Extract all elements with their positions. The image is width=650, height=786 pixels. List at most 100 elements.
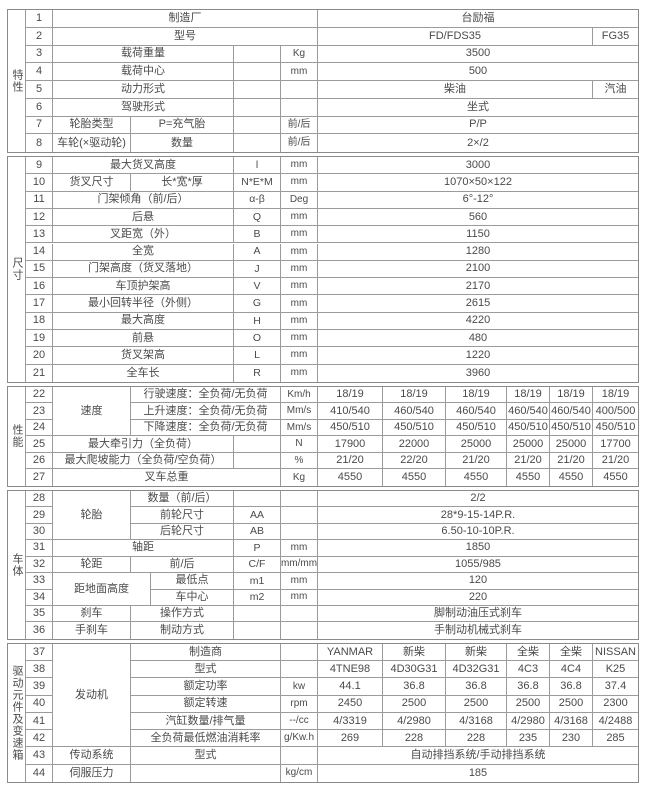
spec-value: 4550 bbox=[383, 469, 446, 486]
spec-value: 460/540 bbox=[507, 403, 550, 420]
spec-symbol bbox=[234, 436, 281, 453]
spec-value: 4/3319 bbox=[318, 712, 383, 731]
spec-unit: mm bbox=[281, 63, 318, 81]
spec-value: 2×/2 bbox=[318, 134, 638, 152]
spec-unit: 前/后 bbox=[281, 116, 318, 135]
spec-label: 驾驶形式 bbox=[53, 98, 234, 117]
spec-unit: mm bbox=[281, 312, 318, 330]
row-number: 1 bbox=[26, 10, 53, 28]
spec-value: 新柴 bbox=[446, 643, 507, 662]
spec-value: 1280 bbox=[318, 243, 638, 261]
spec-sublabel: 前/后 bbox=[131, 556, 234, 574]
spec-sublabel: 长*宽*厚 bbox=[131, 174, 234, 192]
row-number: 35 bbox=[26, 606, 53, 623]
spec-symbol: O bbox=[234, 330, 281, 348]
spec-value: 4/2488 bbox=[593, 712, 638, 731]
section-group-label: 性能 bbox=[8, 386, 26, 486]
spec-unit: mm bbox=[281, 589, 318, 607]
row-number: 20 bbox=[26, 347, 53, 365]
spec-value: 18/19 bbox=[383, 386, 446, 404]
spec-value: 2450 bbox=[318, 695, 383, 713]
spec-unit bbox=[281, 622, 318, 639]
spec-sublabel: 车中心 bbox=[151, 589, 234, 607]
row-number: 28 bbox=[26, 490, 53, 508]
row-number: 4 bbox=[26, 63, 53, 81]
row-number: 41 bbox=[26, 712, 53, 731]
spec-value: 18/19 bbox=[507, 386, 550, 404]
spec-symbol: J bbox=[234, 260, 281, 279]
spec-symbol: m1 bbox=[234, 573, 281, 590]
spec-symbol bbox=[234, 452, 281, 470]
spec-label: 最大高度 bbox=[53, 312, 234, 330]
section-texing: 特性 1 制造厂 台励福 2 型号 FD/FDS35 FG35 3 载荷重量 Kg 3500 4 载荷中心… bbox=[7, 9, 639, 153]
spec-symbol bbox=[234, 116, 281, 135]
spec-unit bbox=[281, 81, 318, 99]
row-number: 5 bbox=[26, 81, 53, 99]
spec-unit bbox=[281, 490, 318, 508]
spec-label: 最大牵引力（全负荷） bbox=[53, 436, 234, 453]
spec-label: 传动系统 bbox=[53, 747, 131, 765]
spec-sublabel: 制造商 bbox=[131, 643, 281, 662]
spec-value: FD/FDS35 bbox=[318, 27, 593, 46]
spec-value: 450/510 bbox=[507, 419, 550, 437]
spec-value: 4D32G31 bbox=[446, 661, 507, 679]
spec-value: 120 bbox=[318, 573, 638, 590]
section-qudong: 驱动元件及变速箱 37 发动机 制造商 YANMAR 新柴 新柴 全柴 全柴 NISSAN 38 型式… bbox=[7, 642, 639, 783]
spec-label: 后悬 bbox=[53, 208, 234, 227]
row-number: 36 bbox=[26, 622, 53, 639]
spec-value: 2500 bbox=[383, 695, 446, 713]
spec-symbol: Q bbox=[234, 208, 281, 227]
spec-sublabel: 前轮尺寸 bbox=[131, 507, 234, 524]
spec-symbol: N*E*M bbox=[234, 174, 281, 192]
spec-value: 4D30G31 bbox=[383, 661, 446, 679]
spec-value: 25000 bbox=[446, 436, 507, 453]
spec-unit bbox=[281, 606, 318, 623]
spec-sublabel: 制动方式 bbox=[131, 622, 234, 639]
spec-unit: --/cc bbox=[281, 712, 318, 731]
spec-value: 1850 bbox=[318, 540, 638, 557]
spec-value: 560 bbox=[318, 208, 638, 227]
spec-value: 2500 bbox=[507, 695, 550, 713]
spec-unit bbox=[281, 661, 318, 679]
spec-value: 2100 bbox=[318, 260, 638, 279]
spec-sublabel: 数量 bbox=[131, 134, 234, 152]
spec-value: 2615 bbox=[318, 295, 638, 313]
row-number: 22 bbox=[26, 386, 53, 404]
spec-label: 车轮(×驱动轮) bbox=[53, 134, 131, 152]
spec-value: 6.50-10-10P.R. bbox=[318, 523, 638, 541]
spec-value: 柴油 bbox=[318, 81, 593, 99]
spec-unit: % bbox=[281, 452, 318, 470]
spec-value: 36.8 bbox=[446, 678, 507, 696]
spec-value: 220 bbox=[318, 589, 638, 607]
spec-value: 17700 bbox=[593, 436, 638, 453]
spec-label: 刹车 bbox=[53, 606, 131, 623]
spec-value: 450/510 bbox=[550, 419, 593, 437]
spec-value: 17900 bbox=[318, 436, 383, 453]
spec-label: 门架倾角（前/后） bbox=[53, 191, 234, 209]
row-number: 33 bbox=[26, 573, 53, 590]
spec-unit: Deg bbox=[281, 191, 318, 209]
row-number: 34 bbox=[26, 589, 53, 607]
spec-sublabel: 额定功率 bbox=[131, 678, 281, 696]
spec-value: 36.8 bbox=[550, 678, 593, 696]
spec-label: 轴距 bbox=[53, 540, 234, 557]
spec-label: 距地面高度 bbox=[53, 573, 151, 607]
spec-value: 4550 bbox=[507, 469, 550, 486]
spec-symbol bbox=[234, 45, 281, 64]
spec-sublabel: 操作方式 bbox=[131, 606, 234, 623]
section-chicun: 尺寸 9 最大货叉高度 l mm 3000 10 货叉尺寸 长*宽*厚 N*E*M mm 1070×5… bbox=[7, 156, 639, 383]
row-number: 42 bbox=[26, 730, 53, 748]
row-number: 10 bbox=[26, 174, 53, 192]
spec-symbol: L bbox=[234, 347, 281, 365]
row-number: 15 bbox=[26, 260, 53, 279]
spec-value: 4TNE98 bbox=[318, 661, 383, 679]
spec-value: 4C3 bbox=[507, 661, 550, 679]
spec-value: FG35 bbox=[593, 27, 638, 46]
spec-symbol: P bbox=[234, 540, 281, 557]
spec-label: 货叉架高 bbox=[53, 347, 234, 365]
spec-value: 228 bbox=[383, 730, 446, 748]
spec-value: 6°-12° bbox=[318, 191, 638, 209]
spec-symbol: V bbox=[234, 278, 281, 296]
spec-value: 450/510 bbox=[318, 419, 383, 437]
spec-value: 400/500 bbox=[593, 403, 638, 420]
